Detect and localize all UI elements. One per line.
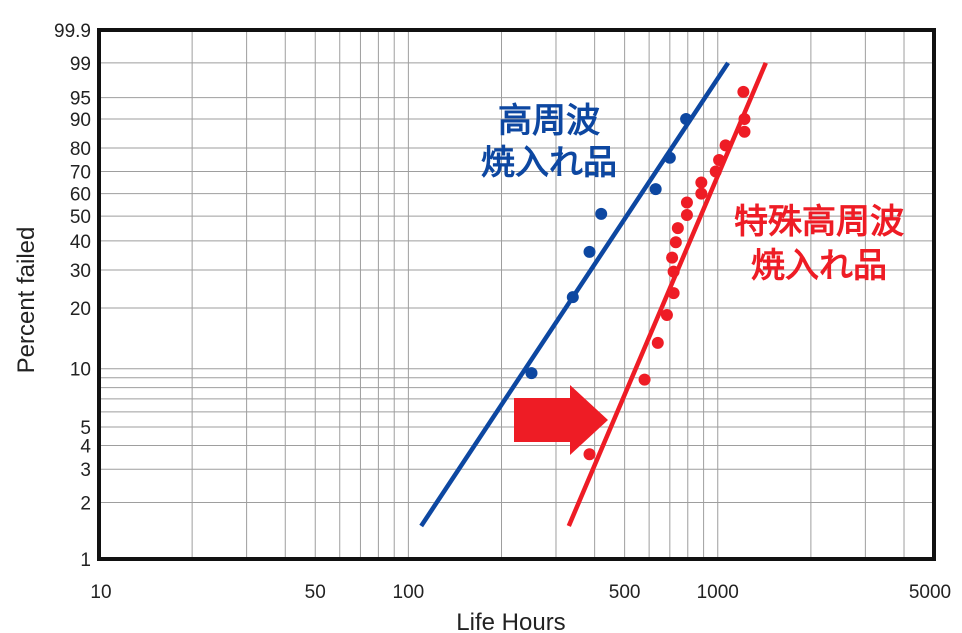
x-axis-title: Life Hours xyxy=(456,609,565,633)
data-point xyxy=(638,373,651,386)
series-label-blue: 高周波 焼入れ品 xyxy=(481,101,617,183)
data-point xyxy=(651,336,664,349)
series-label-red-line1: 特殊高周波 xyxy=(734,202,904,242)
fit-line xyxy=(566,61,768,527)
y-tick-label: 3 xyxy=(80,460,91,481)
y-tick-label: 20 xyxy=(70,299,91,320)
y-tick-label: 10 xyxy=(70,360,91,381)
data-point xyxy=(566,291,579,304)
data-point xyxy=(671,222,684,235)
series-label-red: 特殊高周波 焼入れ品 xyxy=(734,202,904,286)
data-point xyxy=(595,207,608,220)
series-0 xyxy=(419,61,730,528)
series-label-blue-line2: 焼入れ品 xyxy=(481,143,617,183)
x-tick-label: 5000 xyxy=(909,582,951,603)
y-tick-label: 30 xyxy=(70,261,91,282)
data-point xyxy=(660,308,673,321)
data-point xyxy=(680,209,693,222)
y-tick-label: 70 xyxy=(70,162,91,183)
data-point xyxy=(713,154,726,167)
y-axis-title: Percent failed xyxy=(13,227,40,374)
data-point xyxy=(583,448,596,461)
data-point xyxy=(663,151,676,164)
data-point xyxy=(649,183,662,196)
data-point xyxy=(695,176,708,189)
y-tick-label: 1 xyxy=(80,550,91,571)
data-point xyxy=(709,165,722,178)
series-label-red-line2: 焼入れ品 xyxy=(751,246,887,286)
data-point xyxy=(680,196,693,209)
data-point xyxy=(738,112,751,125)
data-point xyxy=(680,112,693,125)
improvement-arrow xyxy=(514,385,608,455)
data-point xyxy=(738,125,751,138)
y-tick-label: 90 xyxy=(70,110,91,131)
x-axis-ticks: 10 50 100 500 1000 5000 xyxy=(90,582,951,603)
data-point xyxy=(667,265,680,278)
x-tick-label: 500 xyxy=(609,582,641,603)
y-tick-label: 60 xyxy=(70,185,91,206)
series-label-blue-line1: 高周波 xyxy=(498,101,600,141)
x-tick-label: 1000 xyxy=(697,582,739,603)
data-point xyxy=(583,245,596,258)
data-point xyxy=(666,251,679,264)
data-point xyxy=(695,187,708,200)
y-tick-label: 99.9 xyxy=(54,21,91,42)
x-tick-label: 10 xyxy=(90,582,111,603)
x-tick-label: 50 xyxy=(305,582,326,603)
data-point xyxy=(525,367,538,380)
data-point xyxy=(669,236,682,249)
series-1 xyxy=(566,61,768,527)
data-point xyxy=(737,85,750,98)
y-tick-label: 2 xyxy=(80,493,91,514)
series-layer xyxy=(419,61,768,528)
y-tick-label: 40 xyxy=(70,232,91,253)
y-tick-label: 4 xyxy=(80,437,91,458)
data-point xyxy=(667,287,680,300)
y-tick-label: 95 xyxy=(70,89,91,110)
y-tick-label: 99 xyxy=(70,54,91,75)
x-tick-label: 100 xyxy=(393,582,425,603)
plot-frame xyxy=(97,28,936,561)
y-tick-label: 5 xyxy=(80,418,91,439)
data-point xyxy=(719,139,732,152)
y-tick-label: 80 xyxy=(70,139,91,160)
y-tick-label: 50 xyxy=(70,207,91,228)
